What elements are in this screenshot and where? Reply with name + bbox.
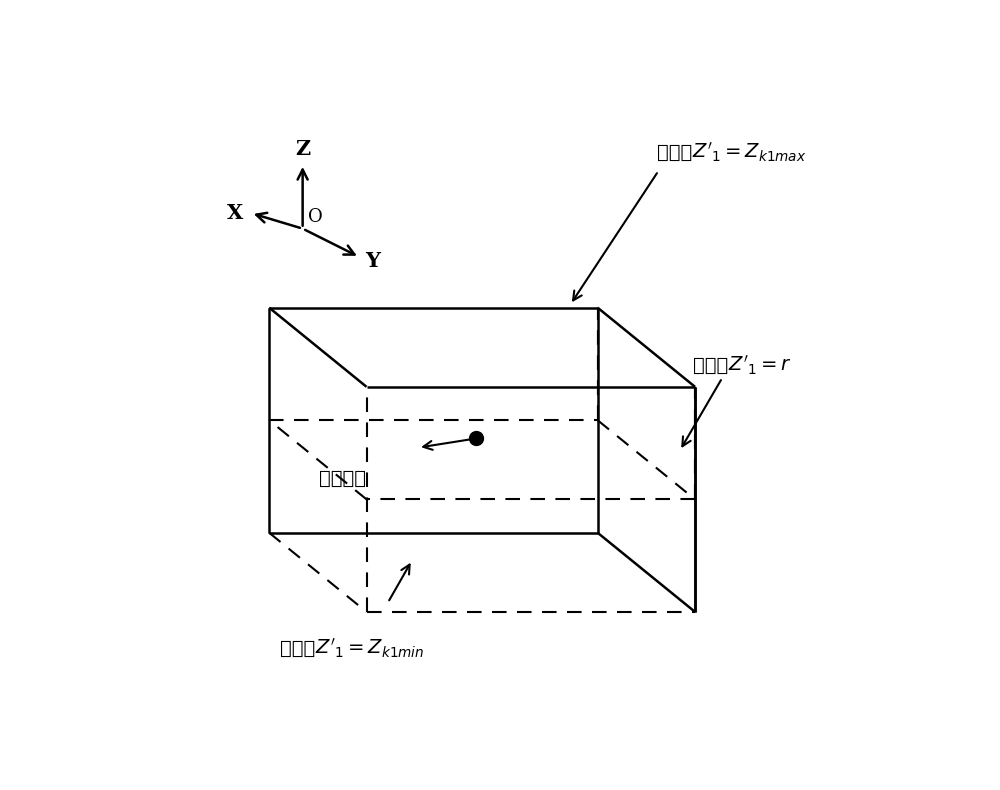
Text: O: O — [308, 208, 322, 226]
Text: Z: Z — [295, 139, 310, 159]
Text: $Z'_{1}=Z_{k1min}$: $Z'_{1}=Z_{k1min}$ — [315, 637, 424, 660]
Text: $Z'_{1}=Z_{k1max}$: $Z'_{1}=Z_{k1max}$ — [692, 141, 806, 164]
Text: 平面：: 平面： — [280, 639, 315, 658]
Text: Y: Y — [365, 250, 380, 271]
Text: 平面：: 平面： — [693, 356, 728, 375]
Text: 平面：: 平面： — [657, 143, 692, 162]
Text: $Z'_{1}=r$: $Z'_{1}=r$ — [728, 354, 792, 377]
Text: 加工基准: 加工基准 — [319, 469, 366, 488]
Text: X: X — [227, 203, 243, 223]
